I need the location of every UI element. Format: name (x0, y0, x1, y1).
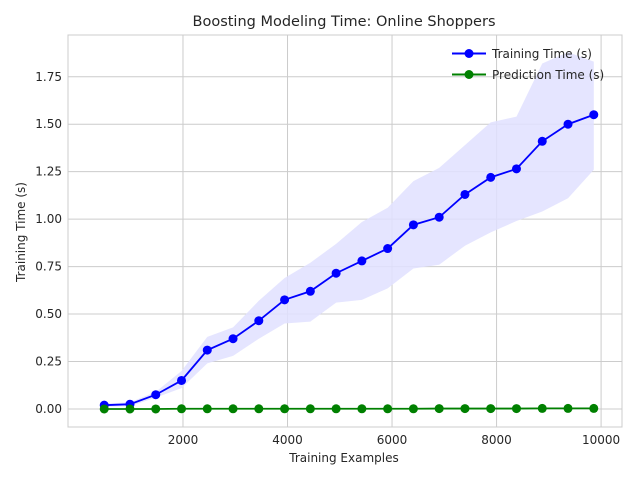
training-point-6 (254, 316, 264, 326)
x-tick-label-6000: 6000 (377, 433, 408, 447)
prediction-point-4 (202, 404, 212, 414)
prediction-point-7 (280, 404, 290, 414)
prediction-point-19 (589, 403, 599, 413)
y-tick-label-1.00: 1.00 (35, 212, 62, 226)
training-point-10 (357, 256, 367, 266)
prediction-point-9 (331, 404, 341, 414)
prediction-point-3 (177, 404, 187, 414)
training-point-5 (228, 334, 238, 344)
training-point-9 (331, 268, 341, 278)
training-point-16 (511, 164, 521, 174)
y-tick-label-0.25: 0.25 (35, 355, 62, 369)
y-axis-label: Training Time (s) (14, 182, 28, 283)
prediction-point-1 (125, 404, 135, 414)
prediction-point-17 (537, 403, 547, 413)
y-tick-label-1.50: 1.50 (35, 117, 62, 131)
training-point-17 (537, 136, 547, 146)
training-point-15 (486, 172, 496, 182)
prediction-point-18 (563, 403, 573, 413)
prediction-point-15 (486, 404, 496, 414)
prediction-point-16 (511, 404, 521, 414)
x-tick-label-2000: 2000 (168, 433, 199, 447)
training-point-8 (305, 286, 315, 296)
plot-frame (67, 34, 623, 428)
x-axis-label: Training Examples (288, 451, 398, 465)
training-point-12 (408, 220, 418, 230)
x-tick-label-8000: 8000 (481, 433, 512, 447)
y-tick-label-0.50: 0.50 (35, 307, 62, 321)
prediction-point-6 (254, 404, 264, 414)
training-point-13 (434, 212, 444, 222)
y-tick-label-1.25: 1.25 (35, 165, 62, 179)
y-tick-label-0.00: 0.00 (35, 402, 62, 416)
prediction-point-5 (228, 404, 238, 414)
x-tick-label-4000: 4000 (272, 433, 303, 447)
legend-marker-prediction (464, 70, 474, 79)
training-point-14 (460, 189, 470, 199)
training-point-18 (563, 119, 573, 129)
prediction-point-10 (357, 404, 367, 414)
prediction-point-0 (99, 404, 109, 414)
training-error-band (104, 52, 594, 407)
training-point-3 (177, 375, 187, 385)
prediction-point-12 (408, 404, 418, 414)
prediction-point-14 (460, 404, 470, 414)
prediction-point-8 (305, 404, 315, 414)
chart-title: Boosting Modeling Time: Online Shoppers (193, 14, 496, 30)
training-point-19 (589, 110, 599, 120)
series-points (99, 110, 599, 414)
prediction-point-11 (383, 404, 393, 414)
y-tick-label-1.75: 1.75 (35, 70, 62, 84)
training-line (104, 113, 595, 407)
training-point-2 (151, 390, 161, 400)
training-point-4 (202, 345, 212, 355)
y-tick-label-0.75: 0.75 (35, 260, 62, 274)
training-point-11 (383, 244, 393, 254)
prediction-point-2 (151, 404, 161, 414)
prediction-point-13 (434, 404, 444, 414)
tick-labels: 2000 4000 6000 8000 10000 0.00 0.25 0.50 0.75 1.0… (35, 70, 620, 447)
x-tick-label-10000: 10000 (582, 433, 620, 447)
legend: Training Time (s) Prediction Time (s) (452, 47, 604, 82)
legend-label-prediction: Prediction Time (s) (492, 68, 604, 82)
legend-marker-training (464, 49, 474, 58)
legend-label-training: Training Time (s) (491, 47, 592, 61)
training-point-7 (280, 295, 290, 305)
